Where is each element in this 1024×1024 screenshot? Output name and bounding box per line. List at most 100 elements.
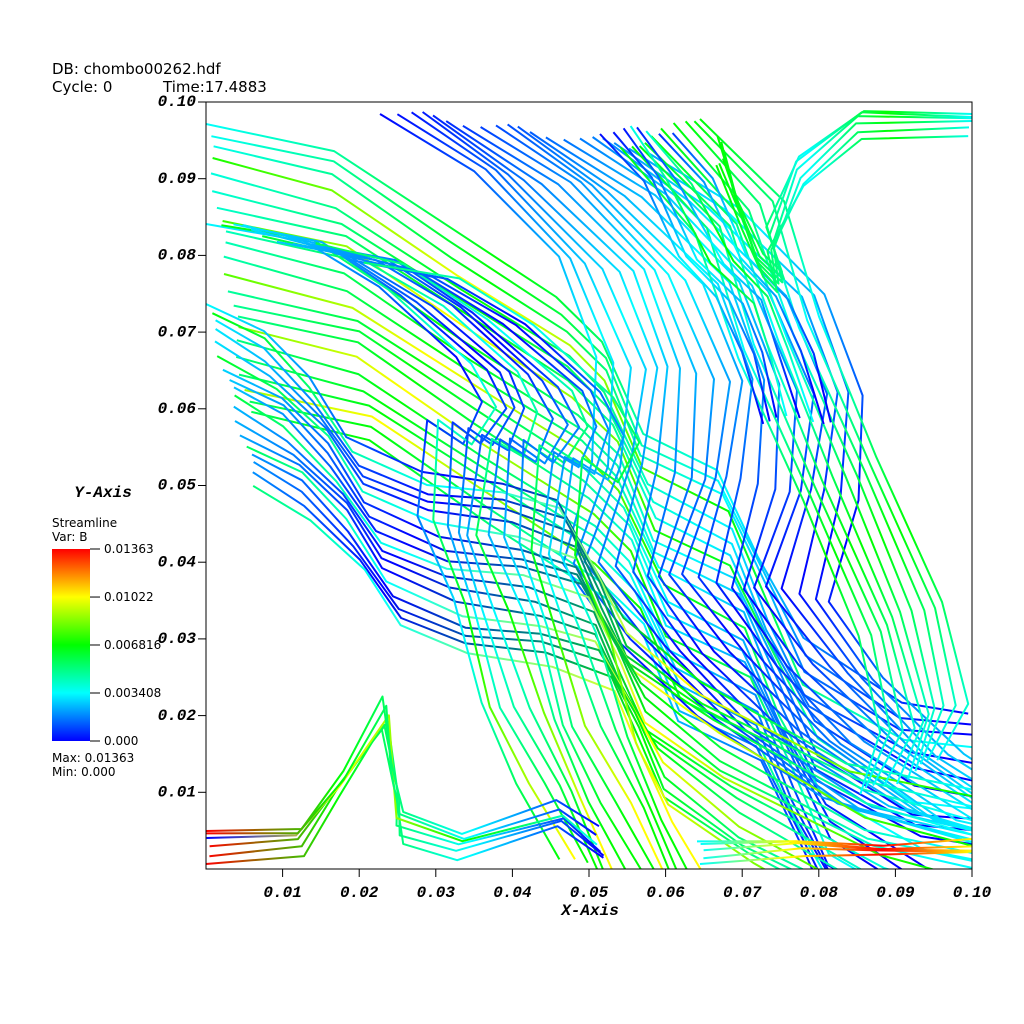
legend-variable: Var: B <box>52 530 87 544</box>
y-tick-label: 0.07 <box>158 323 197 341</box>
streamline <box>233 223 589 864</box>
legend-min: Min: 0.000 <box>52 765 116 779</box>
x-tick-label: 0.05 <box>570 884 609 902</box>
streamline <box>323 245 670 869</box>
colorbar-tick-label: 0.000 <box>104 734 138 748</box>
streamline <box>636 126 801 419</box>
streamline <box>210 172 972 764</box>
streamline <box>650 135 925 785</box>
streamline <box>699 851 969 865</box>
streamline <box>234 394 936 869</box>
streamline <box>229 379 972 861</box>
streamline <box>234 420 863 869</box>
streamline <box>638 145 904 786</box>
streamline <box>703 842 972 852</box>
streamline <box>684 120 945 765</box>
streamline <box>629 125 788 417</box>
streamline <box>432 114 972 832</box>
legend-title: Streamline <box>52 516 117 530</box>
streamline <box>233 405 891 869</box>
streamline <box>718 126 970 288</box>
streamline <box>672 122 936 772</box>
streamline <box>599 133 765 425</box>
y-axis-label: Y-Axis <box>74 484 132 502</box>
streamlines <box>206 110 972 869</box>
streamline <box>396 113 972 844</box>
streamline <box>206 223 561 860</box>
streamline <box>222 368 972 855</box>
streamline <box>221 224 576 860</box>
y-tick-label: 0.02 <box>158 707 197 725</box>
y-tick-label: 0.03 <box>158 630 197 648</box>
streamline <box>333 252 678 869</box>
y-tick-label: 0.10 <box>158 93 197 111</box>
x-tick-label: 0.03 <box>417 884 456 902</box>
streamline <box>693 120 957 762</box>
db-label: DB: chombo00262.hdf <box>52 60 221 78</box>
streamline <box>216 206 972 798</box>
y-tick-label: 0.01 <box>158 784 196 802</box>
streamline <box>644 142 916 786</box>
colorbar <box>52 549 90 741</box>
y-tick-label: 0.05 <box>158 477 197 495</box>
streamline <box>227 290 935 869</box>
streamline <box>212 157 972 749</box>
streamline <box>347 258 688 869</box>
streamline <box>249 400 819 869</box>
streamline <box>658 133 825 425</box>
streamline <box>480 126 972 831</box>
cycle-label: Cycle: 0 <box>52 78 112 96</box>
streamline <box>422 111 972 836</box>
streamline <box>315 242 664 869</box>
streamline <box>233 386 972 869</box>
streamline <box>622 127 778 418</box>
streamline <box>216 355 972 847</box>
streamline <box>592 136 972 795</box>
streamline <box>700 840 972 851</box>
x-tick-label: 0.02 <box>340 884 379 902</box>
x-tick-label: 0.10 <box>953 884 992 902</box>
legend-max: Max: 0.01363 <box>52 751 134 765</box>
streamline <box>213 145 972 736</box>
streamline <box>411 111 972 841</box>
colorbar-tick-label: 0.003408 <box>104 686 161 700</box>
streamline <box>628 147 972 771</box>
x-tick-label: 0.08 <box>800 884 839 902</box>
streamline <box>239 434 839 869</box>
streamline <box>276 240 627 869</box>
streamline <box>612 131 771 422</box>
streamline <box>215 319 972 808</box>
streamline <box>250 228 604 869</box>
streamline <box>211 312 972 798</box>
streamline <box>233 304 903 869</box>
streamline <box>261 235 613 869</box>
x-axis-label: X-Axis <box>560 902 619 920</box>
streamline <box>645 130 815 423</box>
streamline <box>631 145 892 789</box>
streamline <box>206 726 604 865</box>
y-tick-label: 0.06 <box>158 400 197 418</box>
y-tick-label: 0.09 <box>158 170 197 188</box>
y-tick-label: 0.08 <box>158 247 197 265</box>
colorbar-tick-label: 0.01363 <box>104 542 154 556</box>
streamline <box>206 303 972 791</box>
x-tick-label: 0.04 <box>493 884 532 902</box>
streamline <box>363 261 702 869</box>
streamline <box>223 255 972 846</box>
streamline <box>206 695 600 835</box>
time-label: Time:17.4883 <box>162 78 267 96</box>
x-tick-label: 0.06 <box>646 884 685 902</box>
streamline <box>206 704 597 840</box>
x-tick-label: 0.07 <box>723 884 762 902</box>
streamline <box>696 837 972 847</box>
streamline <box>721 120 972 285</box>
streamline <box>579 137 972 800</box>
streamline <box>445 120 972 830</box>
colorbar-tick-label: 0.006816 <box>104 638 161 652</box>
streamline <box>292 243 642 869</box>
streamline <box>699 118 970 761</box>
streamline <box>715 135 969 294</box>
colorbar-tick-label: 0.01022 <box>104 590 154 604</box>
streamline <box>238 326 858 869</box>
